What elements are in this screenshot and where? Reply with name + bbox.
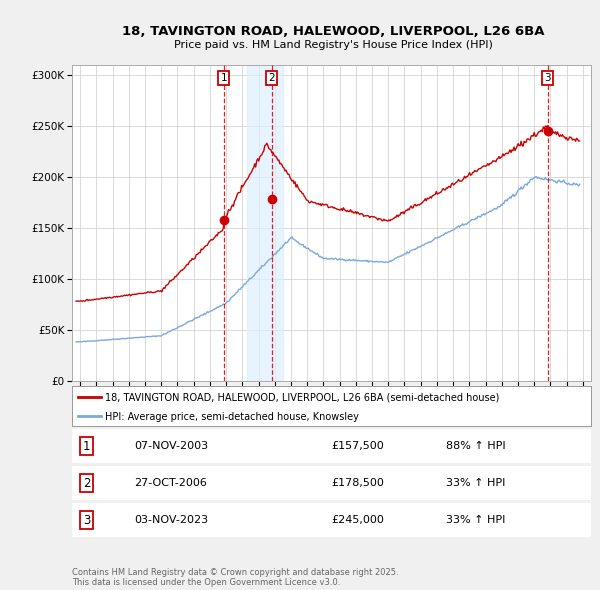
Text: £245,000: £245,000 (331, 516, 385, 525)
Text: 07-NOV-2003: 07-NOV-2003 (134, 441, 208, 451)
Bar (247, 65, 283, 381)
Text: £157,500: £157,500 (331, 441, 384, 451)
Text: 27-OCT-2006: 27-OCT-2006 (134, 478, 207, 488)
Text: 88% ↑ HPI: 88% ↑ HPI (446, 441, 505, 451)
Text: Price paid vs. HM Land Registry's House Price Index (HPI): Price paid vs. HM Land Registry's House … (173, 40, 493, 50)
Text: £178,500: £178,500 (331, 478, 385, 488)
Text: 03-NOV-2023: 03-NOV-2023 (134, 516, 208, 525)
Text: Contains HM Land Registry data © Crown copyright and database right 2025.
This d: Contains HM Land Registry data © Crown c… (72, 568, 398, 587)
Text: 33% ↑ HPI: 33% ↑ HPI (446, 478, 505, 488)
Text: 3: 3 (545, 73, 551, 83)
Text: 1: 1 (83, 440, 90, 453)
Text: HPI: Average price, semi-detached house, Knowsley: HPI: Average price, semi-detached house,… (104, 412, 359, 422)
Text: 2: 2 (83, 477, 90, 490)
Text: 1: 1 (220, 73, 227, 83)
Text: 33% ↑ HPI: 33% ↑ HPI (446, 516, 505, 525)
Text: 3: 3 (83, 514, 90, 527)
Text: 2: 2 (269, 73, 275, 83)
Text: 18, TAVINGTON ROAD, HALEWOOD, LIVERPOOL, L26 6BA (semi-detached house): 18, TAVINGTON ROAD, HALEWOOD, LIVERPOOL,… (104, 393, 499, 403)
Text: 18, TAVINGTON ROAD, HALEWOOD, LIVERPOOL, L26 6BA: 18, TAVINGTON ROAD, HALEWOOD, LIVERPOOL,… (122, 25, 544, 38)
